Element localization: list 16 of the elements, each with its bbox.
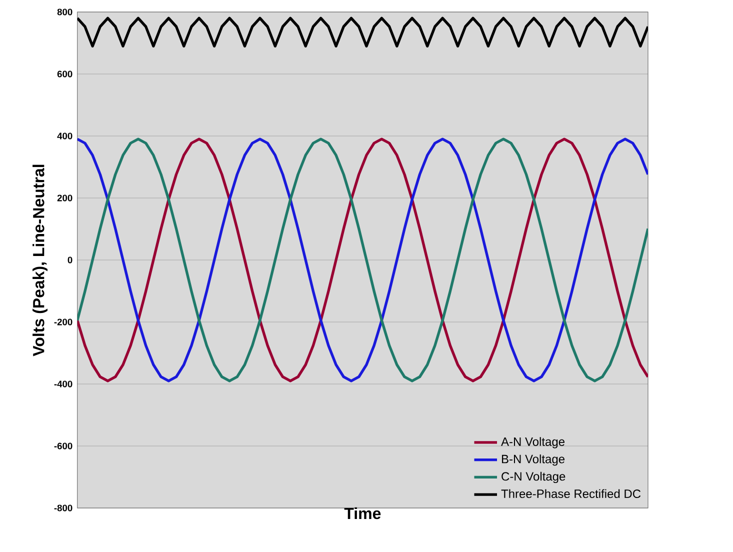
y-tick-label: 600 <box>57 70 72 78</box>
y-tick-label: -400 <box>54 380 72 388</box>
y-tick-label: -800 <box>54 504 72 512</box>
line-series <box>77 138 648 382</box>
y-tick-label: 0 <box>68 256 72 264</box>
legend-label: B-N Voltage <box>502 454 565 466</box>
y-tick-label: 400 <box>57 132 72 140</box>
y-tick-label: 800 <box>57 8 72 16</box>
y-tick-label: -200 <box>54 318 72 326</box>
legend-label: Three-Phase Rectified DC <box>501 489 641 498</box>
legend-label: C-N Voltage <box>502 472 566 484</box>
y-axis-title: Volts (Peak), Line-Neutral <box>32 164 48 356</box>
legend-label: A-N Voltage <box>501 437 565 448</box>
y-tick-label: 200 <box>57 194 72 202</box>
x-axis-title: Time <box>344 507 381 520</box>
y-tick-label: -600 <box>54 442 72 450</box>
